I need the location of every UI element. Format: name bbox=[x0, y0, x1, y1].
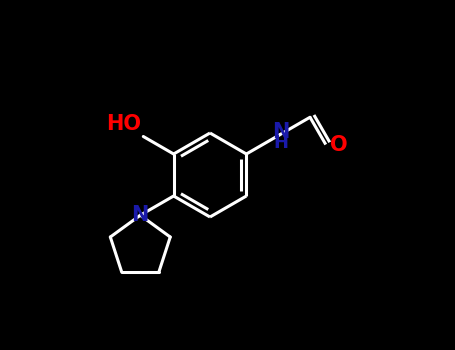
Text: N: N bbox=[131, 205, 149, 225]
Text: HO: HO bbox=[106, 114, 142, 134]
Text: H: H bbox=[273, 134, 288, 153]
Text: O: O bbox=[330, 134, 348, 155]
Text: N: N bbox=[272, 122, 289, 142]
